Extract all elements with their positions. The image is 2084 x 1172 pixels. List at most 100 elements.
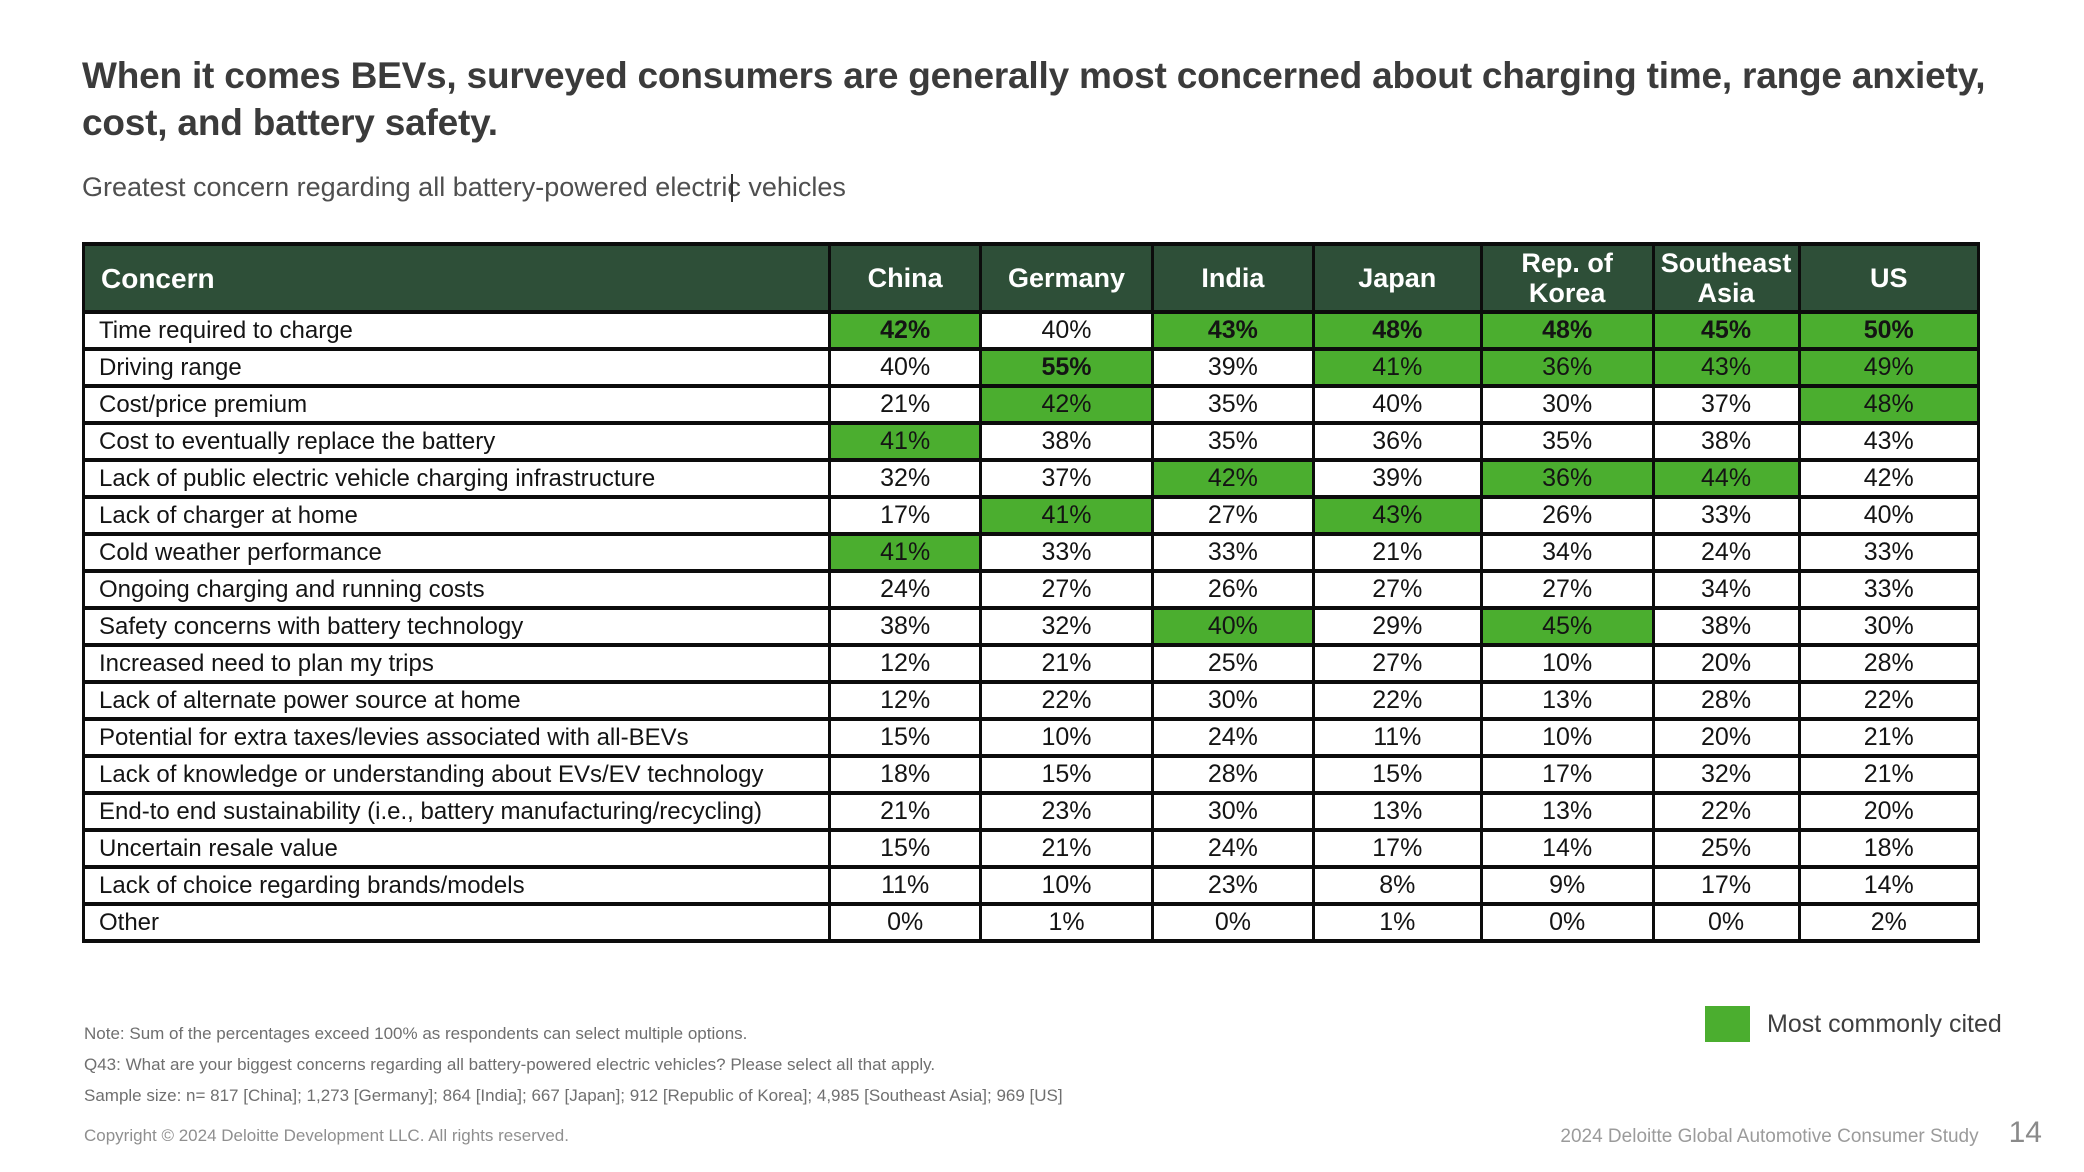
value-cell: 22% [1651,791,1801,833]
value-cell: 28% [1651,680,1801,722]
table-row: End-to end sustainability (i.e., battery… [81,791,1981,833]
value-cell: 23% [1150,865,1315,907]
value-cell: 14% [1479,828,1655,870]
table-row: Cold weather performance 41% 33% 33% 21% 34% 2… [81,532,1981,574]
row-label: Lack of choice regarding brands/models [81,865,832,907]
value-cell: 38% [828,606,983,648]
value-cell: 40% [1797,495,1981,537]
value-cell: 0% [1651,902,1801,944]
table-row: Lack of charger at home 17% 41% 27% 43% 26% 33… [81,495,1981,537]
value-cell: 33% [1797,532,1981,574]
table-row: Potential for extra taxes/levies associa… [81,717,1981,759]
sample-size-line: Sample size: n= 817 [China]; 1,273 [Germ… [84,1086,1063,1105]
value-cell: 21% [1797,717,1981,759]
value-cell: 37% [979,458,1154,500]
value-cell: 30% [1797,606,1981,648]
value-cell: 0% [1479,902,1655,944]
value-cell: 15% [1311,754,1483,796]
value-cell: 33% [1150,532,1315,574]
value-cell: 41% [979,495,1154,537]
value-cell: 24% [1651,532,1801,574]
value-cell: 34% [1479,532,1655,574]
value-cell: 10% [979,717,1154,759]
value-cell: 30% [1150,791,1315,833]
row-label: Lack of charger at home [81,495,832,537]
value-cell: 35% [1150,421,1315,463]
value-cell: 41% [828,532,983,574]
column-header-country: US [1797,241,1981,315]
row-label: Lack of knowledge or understanding about… [81,754,832,796]
value-cell: 22% [979,680,1154,722]
row-label: Other [81,902,832,944]
table-row: Increased need to plan my trips 12% 21% 25%… [81,643,1981,685]
table-row: Cost to eventually replace the battery 41… [81,421,1981,463]
value-cell: 43% [1150,310,1315,352]
legend: Most commonly cited [1705,1006,2002,1042]
value-cell: 28% [1797,643,1981,685]
value-cell: 2% [1797,902,1981,944]
column-header-country: Germany [979,241,1154,315]
value-cell: 27% [1479,569,1655,611]
value-cell: 41% [1311,347,1483,389]
row-label: End-to end sustainability (i.e., battery… [81,791,832,833]
value-cell: 30% [1479,384,1655,426]
value-cell: 20% [1651,643,1801,685]
value-cell: 37% [1651,384,1801,426]
value-cell: 43% [1311,495,1483,537]
row-label: Driving range [81,347,832,389]
value-cell: 32% [979,606,1154,648]
value-cell: 12% [828,643,983,685]
value-cell: 42% [1150,458,1315,500]
page-subtitle[interactable]: Greatest concern regarding all battery-p… [82,172,846,202]
question-line: Q43: What are your biggest concerns rega… [84,1055,936,1074]
row-label: Ongoing charging and running costs [81,569,832,611]
value-cell: 44% [1651,458,1801,500]
value-cell: 40% [1150,606,1315,648]
value-cell: 8% [1311,865,1483,907]
column-header-country: Southeast Asia [1651,241,1801,315]
value-cell: 21% [1797,754,1981,796]
value-cell: 24% [828,569,983,611]
value-cell: 10% [1479,717,1655,759]
value-cell: 12% [828,680,983,722]
value-cell: 27% [1311,643,1483,685]
value-cell: 48% [1311,310,1483,352]
row-label: Uncertain resale value [81,828,832,870]
value-cell: 21% [1311,532,1483,574]
value-cell: 36% [1479,458,1655,500]
table-row: Other 0% 1% 0% 1% 0% 0% 2% [81,902,1981,944]
table-row: Safety concerns with battery technology 3… [81,606,1981,648]
value-cell: 39% [1150,347,1315,389]
value-cell: 17% [1479,754,1655,796]
value-cell: 27% [1311,569,1483,611]
value-cell: 45% [1479,606,1655,648]
table-row: Lack of public electric vehicle charging… [81,458,1981,500]
value-cell: 33% [979,532,1154,574]
row-label: Cold weather performance [81,532,832,574]
value-cell: 39% [1311,458,1483,500]
value-cell: 48% [1479,310,1655,352]
value-cell: 42% [979,384,1154,426]
row-label: Cost to eventually replace the battery [81,421,832,463]
value-cell: 17% [1651,865,1801,907]
page-footer: 2024 Deloitte Global Automotive Consumer… [1560,1116,2042,1150]
value-cell: 30% [1150,680,1315,722]
column-header-country: Rep. of Korea [1479,241,1655,315]
value-cell: 17% [1311,828,1483,870]
value-cell: 11% [828,865,983,907]
value-cell: 17% [828,495,983,537]
value-cell: 24% [1150,828,1315,870]
text-cursor [731,174,733,202]
table-row: Ongoing charging and running costs 24% 27%… [81,569,1981,611]
value-cell: 10% [1479,643,1655,685]
value-cell: 22% [1311,680,1483,722]
row-label: Cost/price premium [81,384,832,426]
row-label: Lack of public electric vehicle charging… [81,458,832,500]
value-cell: 55% [979,347,1154,389]
value-cell: 43% [1651,347,1801,389]
value-cell: 15% [979,754,1154,796]
study-name: 2024 Deloitte Global Automotive Consumer… [1560,1126,1979,1147]
value-cell: 25% [1651,828,1801,870]
value-cell: 43% [1797,421,1981,463]
value-cell: 13% [1479,791,1655,833]
